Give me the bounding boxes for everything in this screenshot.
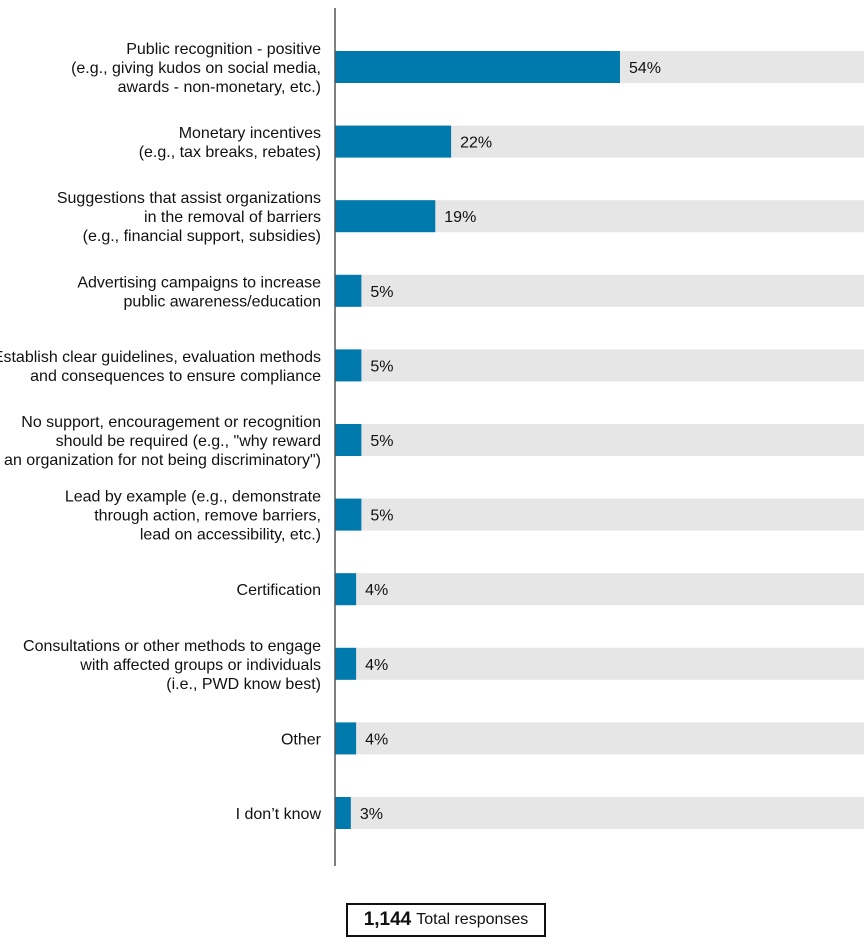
category-label-10: I don’t know [236, 806, 322, 823]
bar-track-9 [335, 722, 864, 755]
value-label-9: 4% [365, 731, 388, 748]
total-responses-label: Total responses [416, 911, 529, 928]
bar-track-7 [335, 573, 864, 606]
bar-1 [335, 125, 452, 158]
bar-5 [335, 424, 362, 456]
bar-track-8 [335, 647, 864, 680]
bar-10 [335, 797, 351, 829]
category-label-line: (e.g., financial support, subsidies) [83, 228, 321, 245]
value-label-5: 5% [370, 433, 393, 450]
category-label-2: Suggestions that assist organizations in … [57, 190, 321, 245]
category-label-line: through action, remove barriers, [94, 508, 321, 525]
category-label-line: should be required (e.g., "why reward [56, 433, 321, 450]
category-label-line: public awareness/education [124, 293, 321, 310]
value-label-6: 5% [370, 508, 393, 525]
category-label-line: Suggestions that assist organizations [57, 190, 321, 207]
value-label-7: 4% [365, 582, 388, 599]
category-labels: Public recognition - positive (e.g., givi… [0, 41, 322, 823]
category-label-line: lead on accessibility, etc.) [140, 527, 321, 544]
category-label-line: awards - non-monetary, etc.) [118, 79, 321, 96]
category-label-7: Certification [237, 582, 321, 599]
category-label-line: and consequences to ensure compliance [30, 368, 321, 385]
bar-0 [335, 51, 620, 83]
category-label-1: Monetary incentives (e.g., tax breaks, re… [139, 125, 321, 161]
category-label-8: Consultations or other methods to engage… [23, 638, 321, 693]
value-labels: 54% 22% 19% 5% 5% 5% 5% 4% 4% 4% 3% [360, 60, 661, 823]
bar-4 [335, 349, 362, 382]
value-label-2: 19% [444, 209, 476, 226]
category-label-line: with affected groups or individuals [79, 657, 321, 674]
value-label-0: 54% [629, 60, 661, 77]
category-label-line: (e.g., tax breaks, rebates) [139, 144, 321, 161]
category-label-line: I don’t know [236, 806, 322, 823]
category-label-line: an organization for not being discrimina… [4, 452, 321, 469]
bar-8 [335, 647, 357, 680]
category-label-6: Lead by example (e.g., demonstrate throug… [65, 489, 321, 544]
value-label-8: 4% [365, 657, 388, 674]
category-label-3: Advertising campaigns to increase public … [77, 274, 321, 310]
bar-7 [335, 573, 357, 606]
bar-track-4 [335, 349, 864, 382]
category-label-4: Establish clear guidelines, evaluation m… [0, 349, 321, 385]
category-label-line: Other [281, 731, 322, 748]
total-responses-count: 1,144 [363, 909, 412, 930]
value-label-4: 5% [370, 358, 393, 375]
bar-track-5 [335, 424, 864, 456]
category-label-9: Other [281, 731, 322, 748]
value-label-1: 22% [460, 135, 492, 152]
bar-6 [335, 498, 362, 531]
value-label-10: 3% [360, 806, 383, 823]
category-label-line: Lead by example (e.g., demonstrate [65, 489, 321, 506]
bar-3 [335, 274, 362, 307]
category-label-line: Certification [237, 582, 321, 599]
bar-track-6 [335, 498, 864, 531]
bar-9 [335, 722, 357, 755]
category-label-line: Public recognition - positive [126, 41, 321, 58]
category-label-line: Establish clear guidelines, evaluation m… [0, 349, 321, 366]
bar-2 [335, 200, 436, 233]
category-label-5: No support, encouragement or recognition… [4, 414, 321, 469]
value-label-3: 5% [370, 284, 393, 301]
category-label-line: in the removal of barriers [144, 209, 321, 226]
total-responses-box: 1,144 Total responses [346, 903, 546, 937]
bar-track-3 [335, 274, 864, 307]
bar-track-10 [335, 797, 864, 829]
category-label-line: Consultations or other methods to engage [23, 638, 321, 655]
category-label-line: Advertising campaigns to increase [77, 274, 321, 291]
bar-chart: Public recognition - positive (e.g., givi… [0, 8, 864, 866]
category-label-0: Public recognition - positive (e.g., givi… [71, 41, 321, 96]
category-label-line: (e.g., giving kudos on social media, [71, 60, 321, 77]
category-label-line: Monetary incentives [179, 125, 321, 142]
category-label-line: No support, encouragement or recognition [21, 414, 321, 431]
bars-layer [335, 51, 864, 829]
category-label-line: (i.e., PWD know best) [166, 676, 321, 693]
